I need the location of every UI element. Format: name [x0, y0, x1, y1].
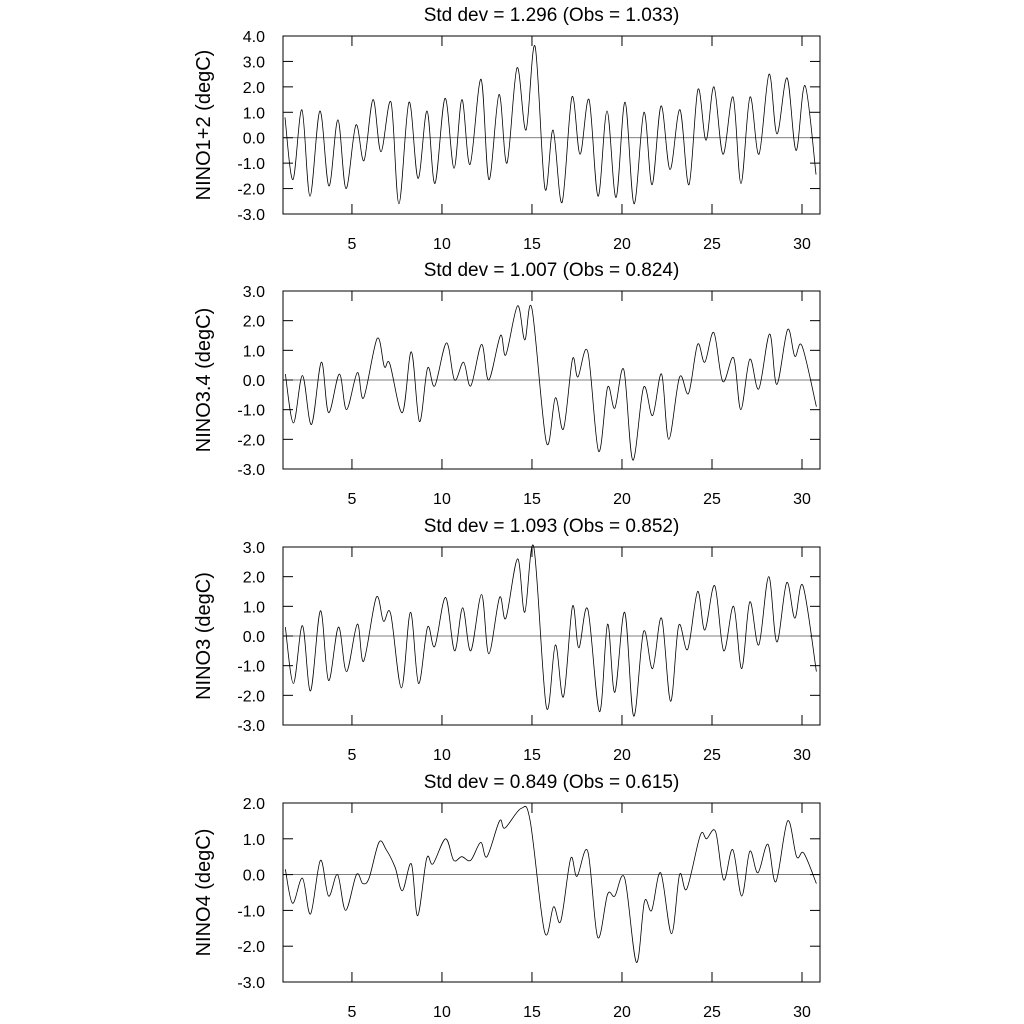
y-tick-label: 4.0: [243, 29, 265, 46]
y-tick-label: -3.0: [237, 462, 265, 479]
x-tick-label: 30: [793, 236, 811, 253]
x-tick-label: 5: [347, 747, 356, 764]
x-tick-label: 5: [347, 236, 356, 253]
x-tick-label: 15: [523, 491, 541, 508]
x-tick-label: 20: [613, 491, 631, 508]
x-tick-label: 15: [523, 1004, 541, 1021]
x-tick-label: 15: [523, 236, 541, 253]
y-tick-label: 2.0: [243, 80, 265, 97]
y-tick-label: -3.0: [237, 975, 265, 992]
x-tick-label: 30: [793, 747, 811, 764]
y-tick-label: -3.0: [237, 718, 265, 735]
x-tick-label: 20: [613, 747, 631, 764]
y-tick-label: 1.0: [243, 105, 265, 122]
y-tick-label: -2.0: [237, 939, 265, 956]
y-tick-label: -2.0: [237, 182, 265, 199]
x-tick-label: 15: [523, 747, 541, 764]
x-tick-label: 10: [433, 747, 451, 764]
y-tick-label: 2.0: [243, 796, 265, 813]
panel-title: Std dev = 1.007 (Obs = 0.824): [424, 260, 680, 281]
x-tick-label: 5: [347, 1004, 356, 1021]
x-tick-label: 10: [433, 236, 451, 253]
y-tick-label: -2.0: [237, 688, 265, 705]
data-line: [284, 304, 817, 461]
data-line: [284, 544, 817, 717]
panel-title: Std dev = 1.296 (Obs = 1.033): [424, 5, 680, 26]
plot-frame: [282, 35, 821, 215]
panel-title: Std dev = 1.093 (Obs = 0.852): [424, 516, 680, 537]
y-tick-label: 3.0: [243, 54, 265, 71]
y-tick-label: -1.0: [237, 659, 265, 676]
plot-frame: [282, 546, 821, 726]
panel-title: Std dev = 0.849 (Obs = 0.615): [424, 772, 680, 793]
y-tick-label: 0.0: [243, 131, 265, 148]
y-tick-label: 2.0: [243, 314, 265, 331]
plot-frame: [282, 290, 821, 470]
y-tick-label: 1.0: [243, 599, 265, 616]
y-tick-label: 3.0: [243, 284, 265, 301]
x-tick-label: 5: [347, 491, 356, 508]
y-tick-label: -2.0: [237, 432, 265, 449]
y-tick-label: -1.0: [237, 156, 265, 173]
data-line: [284, 805, 817, 963]
y-tick-label: 3.0: [243, 540, 265, 557]
x-tick-label: 25: [703, 747, 721, 764]
y-tick-label: 0.0: [243, 373, 265, 390]
y-tick-label: -3.0: [237, 207, 265, 224]
x-tick-label: 25: [703, 1004, 721, 1021]
x-tick-label: 20: [613, 236, 631, 253]
x-tick-label: 10: [433, 1004, 451, 1021]
x-tick-label: 30: [793, 1004, 811, 1021]
y-tick-label: 1.0: [243, 832, 265, 849]
y-axis-label: NINO3 (degC): [193, 572, 215, 700]
y-tick-label: 1.0: [243, 343, 265, 360]
y-tick-label: 2.0: [243, 570, 265, 587]
plot-frame: [282, 802, 821, 983]
y-axis-label: NINO4 (degC): [193, 829, 215, 957]
y-tick-label: 0.0: [243, 868, 265, 885]
y-axis-label: NINO3.4 (degC): [193, 308, 215, 453]
x-tick-label: 20: [613, 1004, 631, 1021]
y-tick-label: 0.0: [243, 629, 265, 646]
x-tick-label: 10: [433, 491, 451, 508]
y-axis-label: NINO1+2 (degC): [193, 50, 215, 201]
x-tick-label: 25: [703, 236, 721, 253]
y-tick-label: -1.0: [237, 903, 265, 920]
y-tick-label: -1.0: [237, 403, 265, 420]
x-tick-label: 30: [793, 491, 811, 508]
x-tick-label: 25: [703, 491, 721, 508]
data-line: [284, 45, 817, 205]
